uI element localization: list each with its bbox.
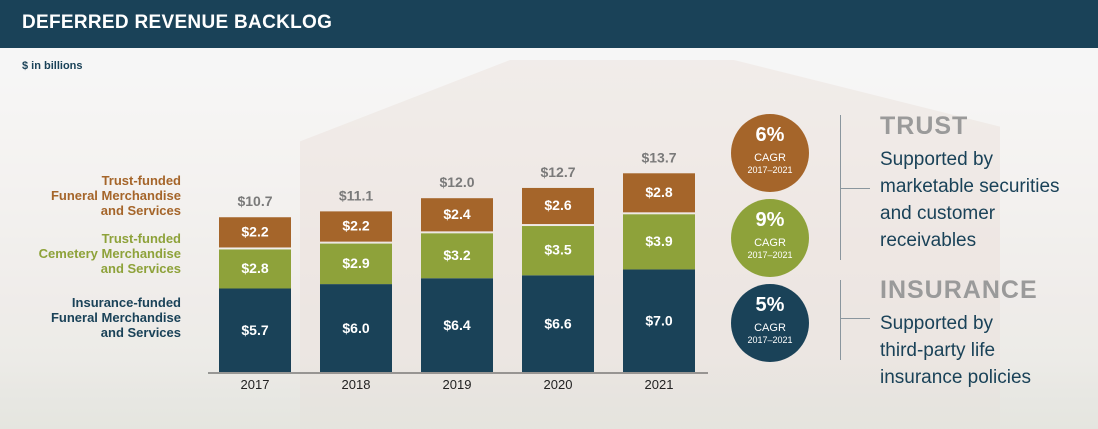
x-tick-label: 2017 [241, 377, 270, 392]
bar-segment [421, 233, 493, 279]
cagr-value: 6% [755, 124, 785, 146]
bar-segment [623, 214, 695, 270]
cagr-label: CAGR [754, 152, 786, 164]
cagr-period: 2017–2021 [747, 250, 793, 260]
cagr-value: 9% [755, 209, 785, 231]
total-value-label: $12.7 [540, 164, 575, 180]
bar-segment [522, 187, 594, 225]
bar-segment [219, 217, 291, 248]
unit-label: $ in billions [22, 60, 83, 72]
legend-trust-funeral: Trust-funded Funeral Merchandise and Ser… [51, 173, 181, 218]
trust-line: marketable securities [880, 176, 1060, 197]
trust-heading: TRUST [880, 112, 969, 140]
segment-value-label: $6.6 [544, 316, 571, 332]
bar-segment [320, 243, 392, 285]
insurance-line: insurance policies [880, 367, 1032, 388]
insurance-line: third-party life [880, 340, 996, 361]
cagr-badge-insurance: 5% CAGR 2017–2021 [731, 284, 809, 362]
x-tick-label: 2021 [645, 377, 674, 392]
bar-segment [219, 288, 291, 372]
trust-bracket-line [840, 115, 841, 260]
cagr-badge-trust-funeral: 6% CAGR 2017–2021 [731, 114, 809, 192]
segment-value-label: $2.6 [544, 197, 571, 213]
insurance-line: Supported by [880, 313, 994, 334]
title-bar: DEFERRED REVENUE BACKLOG [0, 0, 1098, 48]
bar-segment [522, 226, 594, 276]
legend-line: and Services [100, 261, 181, 276]
total-value-label: $13.7 [641, 149, 676, 165]
page-title: DEFERRED REVENUE BACKLOG [22, 12, 333, 33]
bar-segment [623, 173, 695, 213]
cagr-label: CAGR [754, 237, 786, 249]
segment-value-label: $6.0 [342, 320, 369, 336]
cagr-label: CAGR [754, 322, 786, 334]
trust-line: receivables [880, 230, 977, 251]
cagr-value: 5% [755, 294, 785, 316]
total-value-label: $11.1 [339, 187, 373, 203]
insurance-bracket-line [840, 280, 841, 360]
segment-value-label: $2.4 [443, 206, 470, 222]
segment-value-label: $2.8 [645, 184, 672, 200]
bar-segment [219, 249, 291, 289]
segment-value-label: $5.7 [241, 322, 268, 338]
legend-line: Trust-funded [101, 173, 181, 188]
bar-segment [421, 198, 493, 232]
segment-value-label: $2.9 [342, 255, 369, 271]
legend-line: Cemetery Merchandise [38, 246, 181, 261]
legend-trust-cemetery: Trust-funded Cemetery Merchandise and Se… [39, 231, 181, 276]
legend-line: Funeral Merchandise [50, 310, 181, 325]
cagr-period: 2017–2021 [747, 335, 793, 345]
total-value-label: $12.0 [439, 174, 474, 190]
cagr-period: 2017–2021 [747, 165, 793, 175]
total-value-label: $10.7 [237, 193, 272, 209]
legend-line: and Services [100, 325, 181, 340]
trust-description: Supported by marketable securities and c… [880, 146, 1080, 254]
trust-bracket-tick [840, 188, 870, 189]
trust-line: Supported by [880, 149, 994, 170]
x-tick-label: 2020 [544, 377, 573, 392]
x-tick-label: 2019 [443, 377, 472, 392]
legend-line: Funeral Merchandise [50, 188, 181, 203]
insurance-description: Supported by third-party life insurance … [880, 310, 1080, 391]
segment-value-label: $2.2 [241, 223, 268, 239]
segment-value-label: $3.2 [443, 247, 470, 263]
legend-insurance: Insurance-funded Funeral Merchandise and… [51, 295, 181, 340]
insurance-bracket-tick [840, 318, 870, 319]
bar-segment [421, 278, 493, 372]
segment-value-label: $3.5 [544, 242, 571, 258]
x-tick-label: 2018 [342, 377, 371, 392]
bar-segment [320, 284, 392, 372]
cagr-badge-trust-cemetery: 9% CAGR 2017–2021 [731, 199, 809, 277]
legend-line: Insurance-funded [71, 295, 181, 310]
segment-value-label: $6.4 [443, 317, 470, 333]
legend-line: and Services [100, 203, 181, 218]
segment-value-label: $2.8 [241, 260, 268, 276]
segment-value-label: $7.0 [645, 313, 672, 329]
bar-segment [320, 211, 392, 242]
bar-segment [522, 275, 594, 372]
legend-line: Trust-funded [101, 231, 181, 246]
bar-segment [623, 269, 695, 372]
segment-value-label: $3.9 [645, 233, 672, 249]
insurance-heading: INSURANCE [880, 276, 1038, 304]
trust-line: and customer [880, 203, 996, 224]
segment-value-label: $2.2 [342, 218, 369, 234]
